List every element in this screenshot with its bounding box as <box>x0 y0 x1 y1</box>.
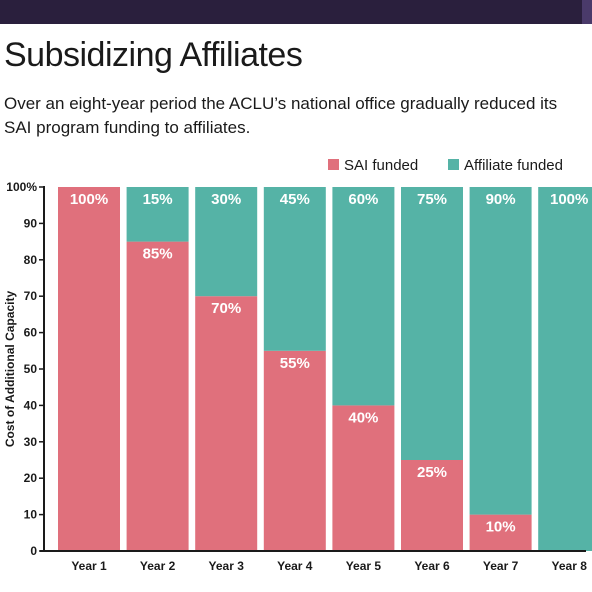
data-label-affiliate-7: 90% <box>486 191 516 208</box>
data-label-affiliate-4: 45% <box>280 191 310 208</box>
y-tick-label-0: 0 <box>30 544 37 558</box>
data-label-affiliate-6: 75% <box>417 191 447 208</box>
x-tick-label-5: Year 5 <box>346 559 382 573</box>
data-label-sai-7: 10% <box>486 519 516 536</box>
bar-segment-sai-4 <box>263 350 326 551</box>
data-label-sai-3: 70% <box>211 300 241 317</box>
x-tick-label-8: Year 8 <box>552 559 588 573</box>
x-tick-label-6: Year 6 <box>414 559 450 573</box>
data-label-sai-5: 40% <box>348 409 378 426</box>
bar-segment-sai-2 <box>126 241 189 551</box>
legend-label-2: Affiliate funded <box>464 157 563 174</box>
y-tick-label-10: 10 <box>24 508 38 522</box>
bar-segment-affiliate-3 <box>195 187 258 297</box>
data-label-sai-2: 85% <box>143 246 173 263</box>
bar-segment-affiliate-4 <box>263 187 326 351</box>
bar-segment-sai-7 <box>469 514 532 551</box>
y-tick-label-50: 50 <box>24 362 38 376</box>
y-axis-title: Cost of Additional Capacity <box>3 291 17 448</box>
y-tick-label-70: 70 <box>24 289 38 303</box>
bar-segment-sai-3 <box>195 296 258 551</box>
bar-segment-sai-1 <box>58 187 120 551</box>
y-tick-label-80: 80 <box>24 253 38 267</box>
page-subtitle: Over an eight-year period the ACLU’s nat… <box>4 94 558 137</box>
bar-segment-sai-5 <box>332 405 395 551</box>
bar-segment-affiliate-6 <box>401 187 463 460</box>
x-tick-label-1: Year 1 <box>71 559 107 573</box>
y-tick-label-20: 20 <box>24 471 38 485</box>
bar-segment-affiliate-2 <box>126 187 189 242</box>
x-tick-label-7: Year 7 <box>483 559 519 573</box>
y-tick-label-90: 90 <box>24 216 38 230</box>
bar-segment-affiliate-8 <box>538 187 592 551</box>
x-tick-label-2: Year 2 <box>140 559 176 573</box>
data-label-affiliate-2: 15% <box>143 191 173 208</box>
bar-segment-affiliate-5 <box>332 187 395 406</box>
y-tick-label-30: 30 <box>24 435 38 449</box>
header-bar <box>0 0 592 24</box>
y-tick-label-40: 40 <box>24 398 38 412</box>
bar-segment-affiliate-7 <box>469 187 532 515</box>
data-label-sai-6: 25% <box>417 464 447 481</box>
data-label-affiliate-3: 30% <box>211 191 241 208</box>
x-tick-label-4: Year 4 <box>277 559 313 573</box>
page-title: Subsidizing Affiliates <box>4 36 303 74</box>
data-label-affiliate-5: 60% <box>348 191 378 208</box>
data-label-affiliate-8: 100% <box>550 191 588 208</box>
y-tick-label-100: 100% <box>6 180 37 194</box>
legend-swatch-2 <box>448 159 459 170</box>
x-tick-label-3: Year 3 <box>209 559 245 573</box>
data-label-sai-4: 55% <box>280 355 310 372</box>
stacked-bar-chart: SAI funded Affiliate funded 100% Year 1 85% 1… <box>3 157 592 573</box>
bar-segment-sai-6 <box>401 460 463 551</box>
data-label-sai-1: 100% <box>70 191 108 208</box>
y-tick-label-60: 60 <box>24 326 38 340</box>
legend-label-1: SAI funded <box>344 157 418 174</box>
legend-swatch-1 <box>328 159 339 170</box>
header-accent <box>582 0 592 24</box>
